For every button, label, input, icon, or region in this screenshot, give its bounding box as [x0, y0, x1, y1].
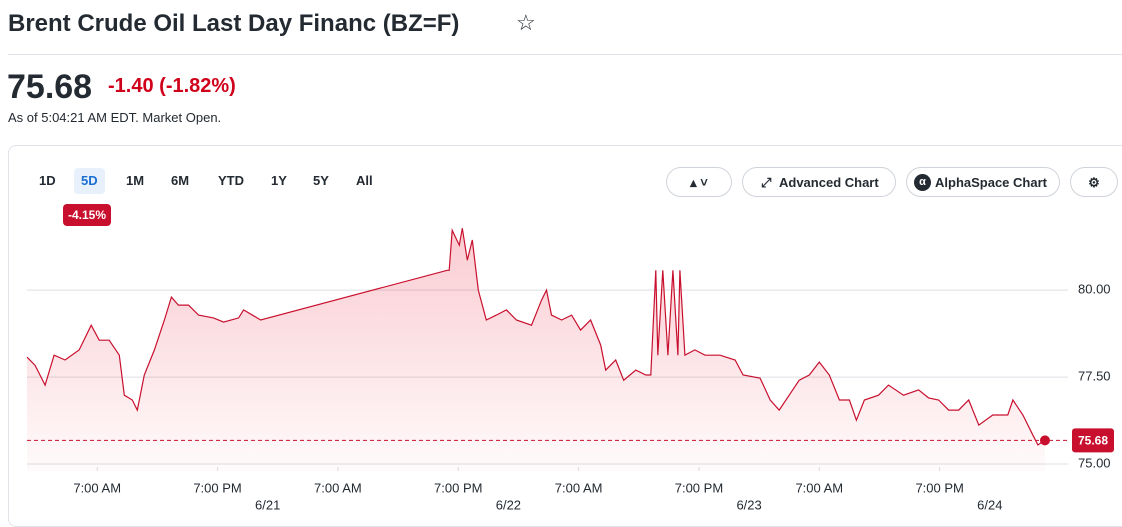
y-tick-label: 77.50 [1078, 369, 1111, 384]
range-button[interactable]: 1M [126, 173, 145, 188]
x-tick-label: 7:00 PM [434, 480, 482, 495]
chart: 75.00 77.50 80.00 7:00 AM 7:00 PM 7:00 AM 7:00… [26, 228, 1114, 512]
change: -1.40 (-1.82%) [108, 75, 236, 98]
price-badge [1072, 428, 1114, 453]
x-tick-label: 7:00 AM [795, 480, 843, 495]
last-point [1039, 435, 1050, 446]
date-label: 6/21 [255, 497, 280, 512]
range-button[interactable]: 1D [39, 173, 56, 188]
price-badge-label: 75.68 [1078, 434, 1108, 448]
x-tick-label: 7:00 PM [915, 480, 963, 495]
x-tick-label: 7:00 AM [314, 480, 362, 495]
change-percent: (-1.82%) [159, 75, 236, 97]
alpha-icon: α [914, 174, 931, 191]
area [27, 228, 1045, 471]
alphaspace-button[interactable]: α AlphaSpace Chart [906, 167, 1060, 197]
y-tick-label: 80.00 [1078, 282, 1111, 297]
x-tick-label: 7:00 AM [73, 480, 121, 495]
range-button[interactable]: 6M [171, 173, 190, 188]
page: Brent Crude Oil Last Day Financ (BZ=F) ☆… [7, 10, 1122, 527]
divider [8, 54, 1122, 55]
chart-type-button[interactable]: ▴ ˅ [666, 167, 732, 197]
as-of: As of 5:04:21 AM EDT. Market Open. [8, 110, 222, 125]
x-tick-label: 7:00 AM [555, 480, 603, 495]
range-button[interactable]: 5D [74, 168, 105, 194]
price: 75.68 [7, 68, 93, 106]
range-button[interactable]: All [356, 173, 373, 188]
y-tick-label: 75.00 [1078, 455, 1111, 470]
range-button[interactable]: 1Y [271, 173, 287, 188]
watchlist-star[interactable]: ☆ [516, 10, 536, 35]
x-tick-label: 7:00 PM [193, 480, 241, 495]
x-tick-label: 7:00 PM [675, 480, 723, 495]
advanced-chart-button[interactable]: ⤢ Advanced Chart [742, 167, 896, 197]
button-label: AlphaSpace Chart [935, 175, 1047, 190]
quote-title: Brent Crude Oil Last Day Financ (BZ=F) [8, 10, 460, 37]
expand-icon: ⤢ [761, 175, 772, 190]
range-button[interactable]: YTD [218, 173, 244, 188]
range-change: -4.15% [63, 204, 112, 226]
range-button[interactable]: 5Y [313, 173, 329, 188]
price-line [26, 228, 1046, 446]
date-label: 6/23 [736, 497, 761, 512]
button-label: Advanced Chart [779, 175, 879, 190]
change-value: -1.40 [108, 75, 154, 97]
settings-button[interactable]: ⚙ [1070, 167, 1118, 197]
date-label: 6/24 [977, 497, 1002, 512]
date-label: 6/22 [496, 497, 521, 512]
